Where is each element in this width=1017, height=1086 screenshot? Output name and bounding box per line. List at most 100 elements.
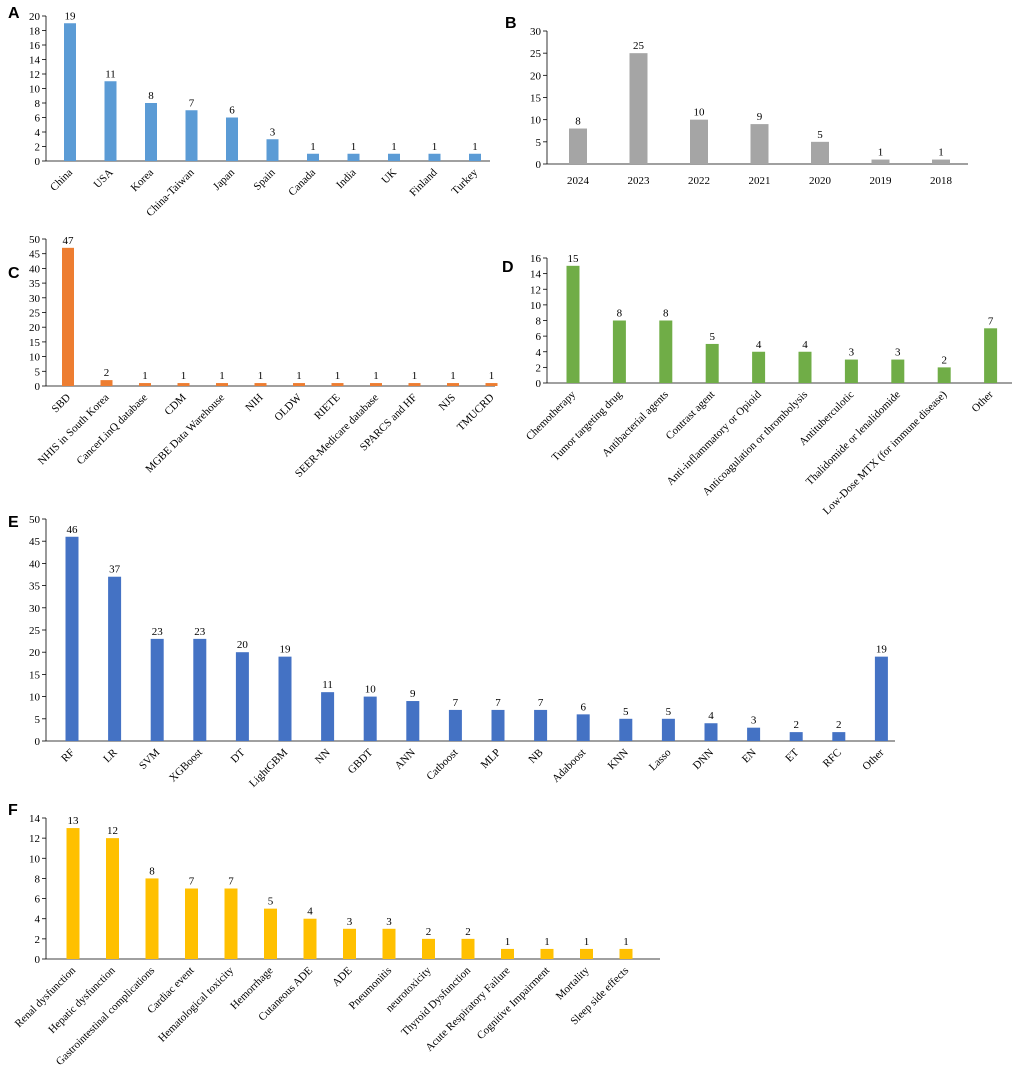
- bar-d-low-dose-mtx-for-immune-disease: [937, 367, 951, 383]
- data-label-c-seer-medicare-database: 1: [373, 370, 379, 382]
- bar-c-cdm: [177, 383, 190, 386]
- category-label-b-2024: 2024: [567, 175, 590, 187]
- category-label-c-sbd: SBD: [49, 392, 73, 416]
- data-label-c-tmucrd: 1: [489, 370, 495, 382]
- y-tick-label-c: 30: [29, 293, 41, 305]
- y-tick-label-e: 35: [29, 581, 41, 593]
- y-tick-label-c: 50: [29, 234, 41, 246]
- bar-e-other: [874, 656, 888, 741]
- category-label-e-lasso: Lasso: [647, 746, 674, 773]
- y-tick-label-e: 5: [35, 714, 41, 726]
- y-tick-label-c: 40: [29, 263, 41, 275]
- bar-e-rfc: [832, 732, 846, 741]
- bar-a-uk: [388, 153, 400, 161]
- y-tick-label-c: 25: [29, 308, 41, 320]
- y-tick-label-d: 10: [530, 300, 542, 312]
- bar-a-india: [347, 153, 360, 161]
- bar-a-japan: [226, 117, 238, 161]
- data-label-d-anti-inflammatory-or-opioid: 4: [756, 339, 762, 351]
- bar-c-seer-medicare-database: [370, 383, 382, 386]
- data-label-a-canada: 1: [310, 141, 316, 153]
- bar-a-canada: [307, 153, 319, 161]
- data-label-b-2021: 9: [757, 111, 763, 123]
- data-label-e-lightgbm: 19: [280, 644, 292, 656]
- y-tick-label-f: 0: [35, 954, 41, 966]
- category-label-c-tmucrd: TMUCRD: [455, 392, 497, 434]
- panel-letter-d: D: [502, 259, 514, 276]
- y-tick-label-d: 14: [530, 269, 542, 281]
- bar-f-hepatic-dysfunction: [106, 838, 119, 959]
- bar-a-china-taiwan: [185, 110, 198, 161]
- data-label-d-other: 7: [988, 315, 994, 327]
- category-label-c-cancerlinq-database: CancerLinQ database: [74, 392, 150, 468]
- data-label-f-hematological-toxicity: 7: [228, 876, 234, 888]
- y-tick-label-b: 20: [530, 70, 542, 82]
- data-label-c-njs: 1: [450, 370, 456, 382]
- y-tick-label-a: 0: [35, 156, 41, 168]
- panel-letter-a: A: [8, 5, 20, 22]
- data-label-e-other: 19: [876, 644, 888, 656]
- data-label-b-2022: 10: [694, 107, 706, 119]
- category-label-e-rf: RF: [59, 747, 77, 765]
- category-label-c-njs: NJS: [437, 392, 458, 413]
- data-label-a-china: 19: [65, 10, 77, 22]
- data-label-e-catboost: 7: [453, 697, 459, 709]
- bar-c-mgbe-data-warehouse: [216, 383, 228, 386]
- category-label-e-nb: NB: [526, 747, 545, 766]
- data-label-c-sparcs-and-hf: 1: [412, 370, 418, 382]
- data-label-c-nih: 1: [258, 370, 264, 382]
- category-label-c-riete: RIETE: [312, 391, 343, 422]
- bar-c-riete: [331, 383, 344, 386]
- data-label-a-finland: 1: [432, 141, 438, 153]
- y-tick-label-d: 6: [536, 331, 542, 343]
- data-label-c-oldw: 1: [296, 370, 302, 382]
- data-label-e-rf: 46: [67, 524, 79, 536]
- y-tick-label-c: 0: [35, 381, 41, 393]
- data-label-e-en: 3: [751, 715, 757, 727]
- category-label-e-svm: SVM: [137, 746, 162, 771]
- data-label-e-gbdt: 10: [365, 684, 377, 696]
- bar-a-turkey: [469, 153, 481, 161]
- data-label-d-contrast-agent: 5: [709, 331, 715, 343]
- bar-a-korea: [145, 103, 157, 161]
- bar-e-et: [789, 732, 803, 741]
- category-label-a-korea: Korea: [129, 167, 157, 195]
- y-tick-label-c: 15: [29, 337, 41, 349]
- category-label-e-lightgbm: LightGBM: [247, 746, 290, 789]
- y-tick-label-f: 2: [35, 934, 41, 946]
- y-tick-label-a: 16: [29, 40, 41, 52]
- data-label-d-low-dose-mtx-for-immune-disease: 2: [941, 354, 947, 366]
- bar-e-gbdt: [363, 696, 377, 741]
- y-tick-label-a: 4: [35, 127, 41, 139]
- data-label-b-2023: 25: [633, 40, 645, 52]
- bar-e-adaboost: [576, 714, 590, 741]
- category-label-c-nhis-in-south-korea: NHIS in South Korea: [36, 392, 112, 468]
- data-label-f-neurotoxicity: 2: [426, 926, 432, 938]
- y-tick-label-e: 30: [29, 603, 41, 615]
- category-label-e-dnn: DNN: [691, 747, 716, 772]
- panel-letter-f: F: [8, 802, 18, 819]
- y-tick-label-b: 5: [536, 137, 542, 149]
- data-label-a-turkey: 1: [472, 141, 478, 153]
- data-label-c-cdm: 1: [181, 370, 187, 382]
- bar-c-njs: [447, 383, 459, 386]
- data-label-a-usa: 11: [105, 68, 116, 80]
- category-label-a-finland: Finland: [407, 166, 440, 199]
- category-label-f-thyroid-dysfunction: Thyroid Dysfunction: [399, 964, 473, 1038]
- y-tick-label-f: 10: [29, 853, 41, 865]
- y-tick-label-d: 0: [536, 378, 542, 390]
- category-label-e-knn: KNN: [606, 747, 631, 772]
- category-label-c-nih: NIH: [243, 392, 265, 414]
- bar-b-2023: [629, 53, 648, 164]
- bar-b-2024: [569, 128, 587, 164]
- category-label-d-other: Other: [970, 388, 996, 414]
- bar-f-renal-dysfunction: [66, 828, 80, 959]
- category-label-e-rfc: RFC: [821, 747, 844, 770]
- y-tick-label-d: 12: [530, 284, 541, 296]
- data-label-f-mortality: 1: [584, 936, 590, 948]
- category-label-e-et: ET: [783, 746, 801, 764]
- bar-b-2021: [750, 124, 769, 164]
